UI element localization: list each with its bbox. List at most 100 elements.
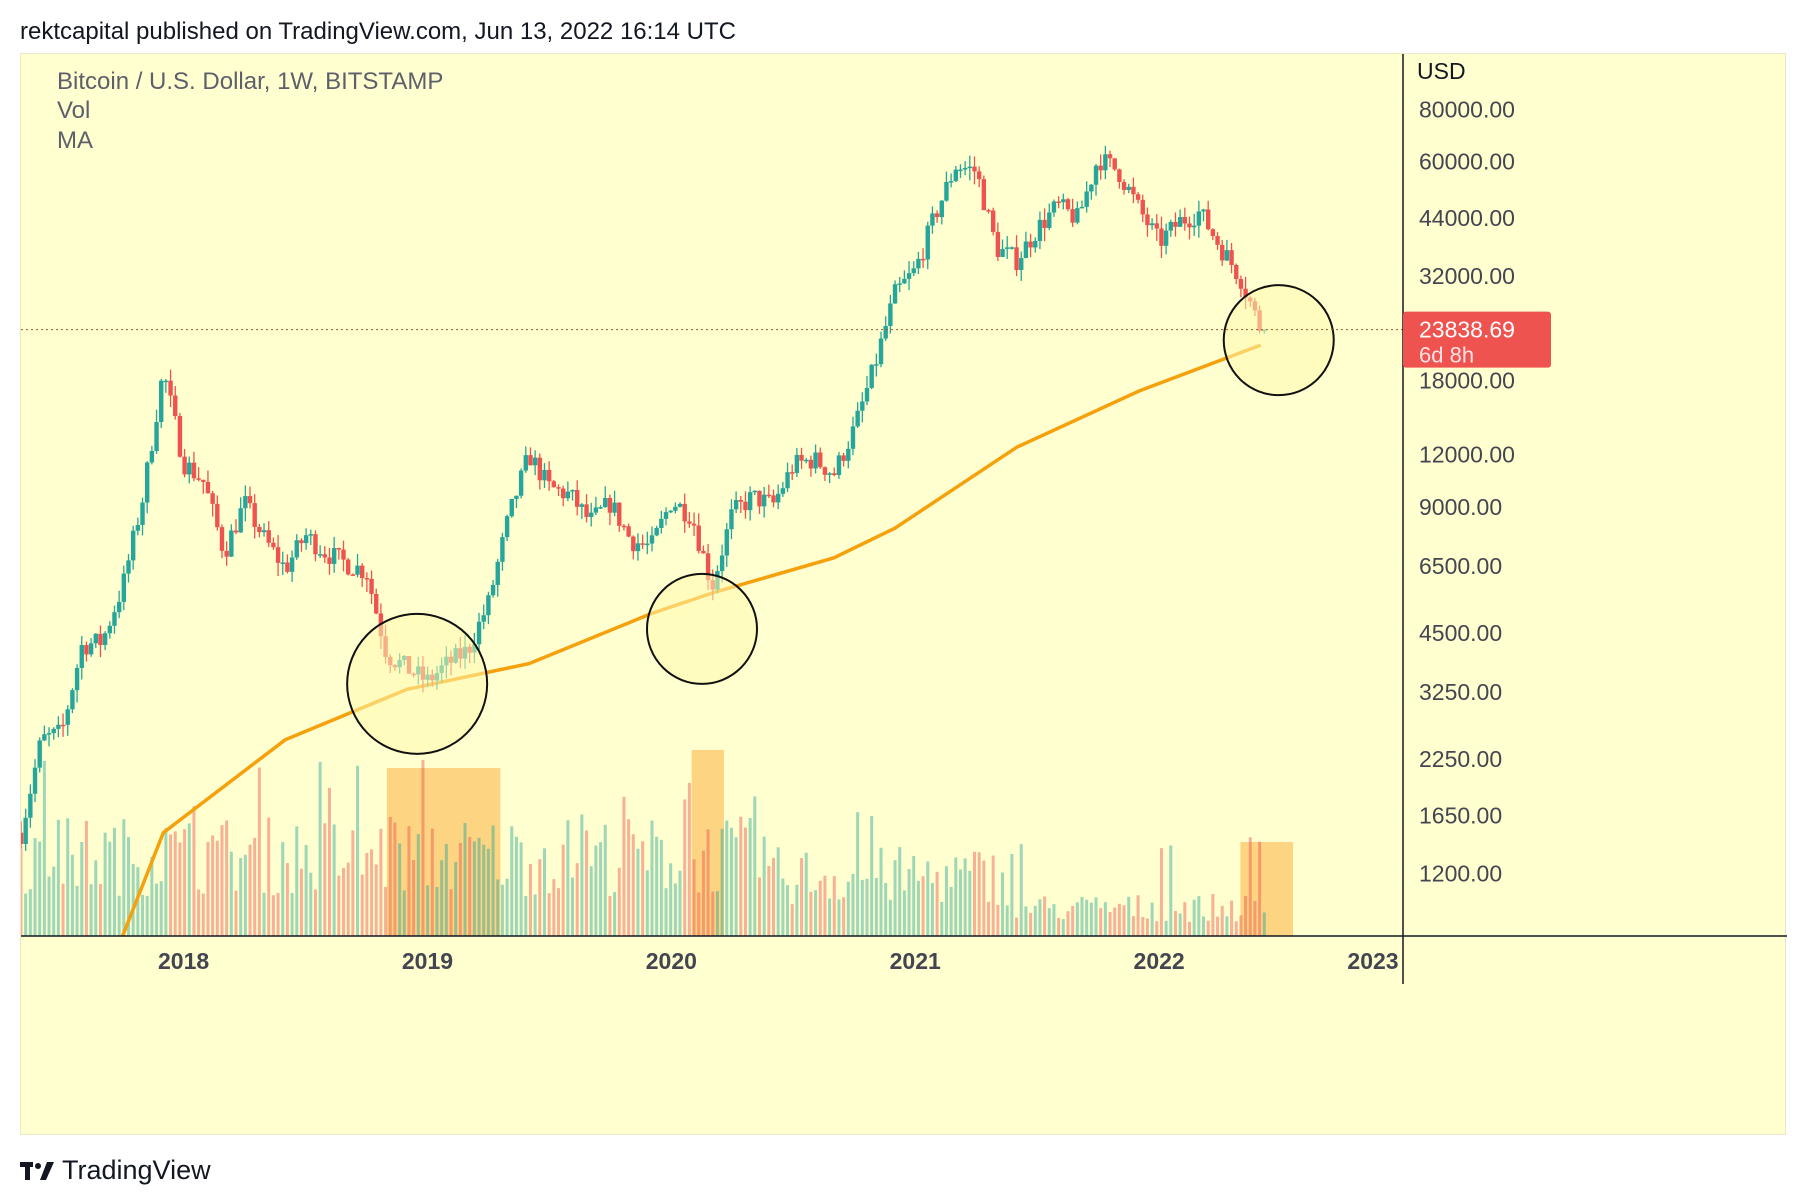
candle-body <box>738 499 743 502</box>
candle-body <box>257 526 262 533</box>
y-tick-label: 3250.00 <box>1419 679 1502 705</box>
volume-bar <box>1211 894 1215 936</box>
y-tick-label: 18000.00 <box>1419 368 1515 394</box>
volume-bar <box>655 836 659 936</box>
candle-body <box>238 508 243 533</box>
volume-bar <box>800 858 804 936</box>
volume-bar <box>1202 916 1206 936</box>
candle-body <box>252 503 257 527</box>
x-tick-label: 2021 <box>890 948 941 974</box>
candle-body <box>233 530 239 533</box>
volume-bar <box>122 819 126 936</box>
candle-body <box>822 467 828 475</box>
volume-bar <box>103 832 107 936</box>
candle-body <box>130 530 136 561</box>
volume-bar <box>608 895 612 936</box>
last-price-tag <box>1403 311 1551 368</box>
chart-frame[interactable]: USD 1200.00 1650.00 2250.00 3250.00 4500.00 65… <box>20 53 1787 1136</box>
volume-bar <box>393 822 397 936</box>
candle-body <box>1140 199 1145 215</box>
volume-bar <box>533 894 537 936</box>
volume-bar <box>1015 917 1019 936</box>
volume-bar <box>673 883 677 936</box>
candle-body <box>126 560 131 574</box>
volume-bar <box>1052 904 1056 936</box>
volume-bar <box>991 855 995 936</box>
volume-bar <box>155 883 159 936</box>
tradingview-logo[interactable]: TradingView <box>20 1155 211 1186</box>
volume-bar <box>645 870 649 936</box>
volume-bar <box>145 895 149 936</box>
candle-body <box>603 497 608 508</box>
candle-body <box>247 496 253 504</box>
legend-symbol: Bitcoin / U.S. Dollar, 1W, BITSTAMP <box>57 68 444 95</box>
volume-bar <box>1131 916 1135 936</box>
volume-bar <box>664 888 668 936</box>
volume-bar <box>61 883 65 936</box>
candle-body <box>944 181 949 201</box>
volume-bar <box>346 862 350 936</box>
volume-bar <box>519 842 523 936</box>
candle-body <box>112 612 117 626</box>
candle-body <box>294 540 299 558</box>
volume-bar <box>1005 905 1009 936</box>
volume-bar <box>332 824 336 936</box>
volume-bar <box>472 841 476 936</box>
candle-body <box>518 470 524 496</box>
volume-bar <box>356 765 360 936</box>
volume-bar <box>571 877 575 936</box>
volume-bar <box>449 889 453 936</box>
volume-bar <box>84 820 88 936</box>
volume-bar <box>295 826 299 936</box>
volume-bar <box>1244 896 1248 936</box>
volume-bar <box>173 831 177 936</box>
volume-bar <box>982 860 986 936</box>
volume-bar <box>912 856 916 936</box>
candle-body <box>813 452 818 469</box>
volume-bar <box>271 895 275 936</box>
candle-body <box>42 734 47 741</box>
candle-body <box>1098 165 1103 171</box>
candle-body <box>88 643 94 655</box>
candle-body <box>962 167 968 170</box>
candle-body <box>374 593 379 614</box>
candle-body <box>958 169 963 172</box>
candle-body <box>187 462 192 475</box>
candle-body <box>79 645 84 668</box>
volume-bar <box>299 868 303 936</box>
volume-bar <box>977 852 981 936</box>
x-tick-label: 2022 <box>1134 948 1185 974</box>
volume-bar <box>636 848 640 936</box>
volume-bar <box>1248 837 1252 936</box>
candle-body <box>299 540 304 544</box>
last-price-value: 23838.69 <box>1419 317 1515 343</box>
y-tick-label: 32000.00 <box>1419 263 1515 289</box>
candle-body <box>1196 211 1202 226</box>
candle-body <box>659 518 664 528</box>
price-chart[interactable]: USD 1200.00 1650.00 2250.00 3250.00 4500.00 65… <box>21 54 1787 1136</box>
candle-body <box>673 506 678 511</box>
volume-bar <box>1071 906 1075 936</box>
candle-body <box>1037 219 1043 241</box>
volume-bar <box>1010 853 1014 936</box>
volume-bar <box>552 879 556 936</box>
candle-body <box>504 516 510 538</box>
candle-body <box>990 210 996 232</box>
candle-body <box>1131 186 1136 195</box>
legend-vol: Vol <box>57 97 91 124</box>
annotation-circle <box>646 572 758 685</box>
candle-body <box>355 565 360 575</box>
candle-body <box>850 426 856 449</box>
candle-body <box>1210 229 1216 237</box>
volume-bar <box>935 871 939 936</box>
candle-body <box>280 562 285 564</box>
volume-bar <box>1150 902 1154 936</box>
volume-bar <box>1094 897 1098 936</box>
volume-bar <box>1136 895 1140 936</box>
volume-bar <box>150 856 154 936</box>
volume-bar <box>580 814 584 936</box>
candle-body <box>626 526 631 537</box>
candle-body <box>771 495 776 503</box>
candle-body <box>336 548 342 550</box>
candle-body <box>1103 154 1108 171</box>
